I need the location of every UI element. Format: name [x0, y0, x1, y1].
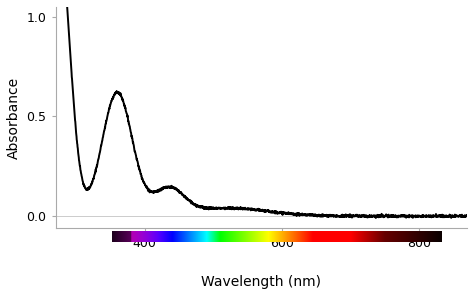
Y-axis label: Absorbance: Absorbance [7, 76, 21, 159]
X-axis label: Wavelength (nm): Wavelength (nm) [201, 275, 321, 289]
